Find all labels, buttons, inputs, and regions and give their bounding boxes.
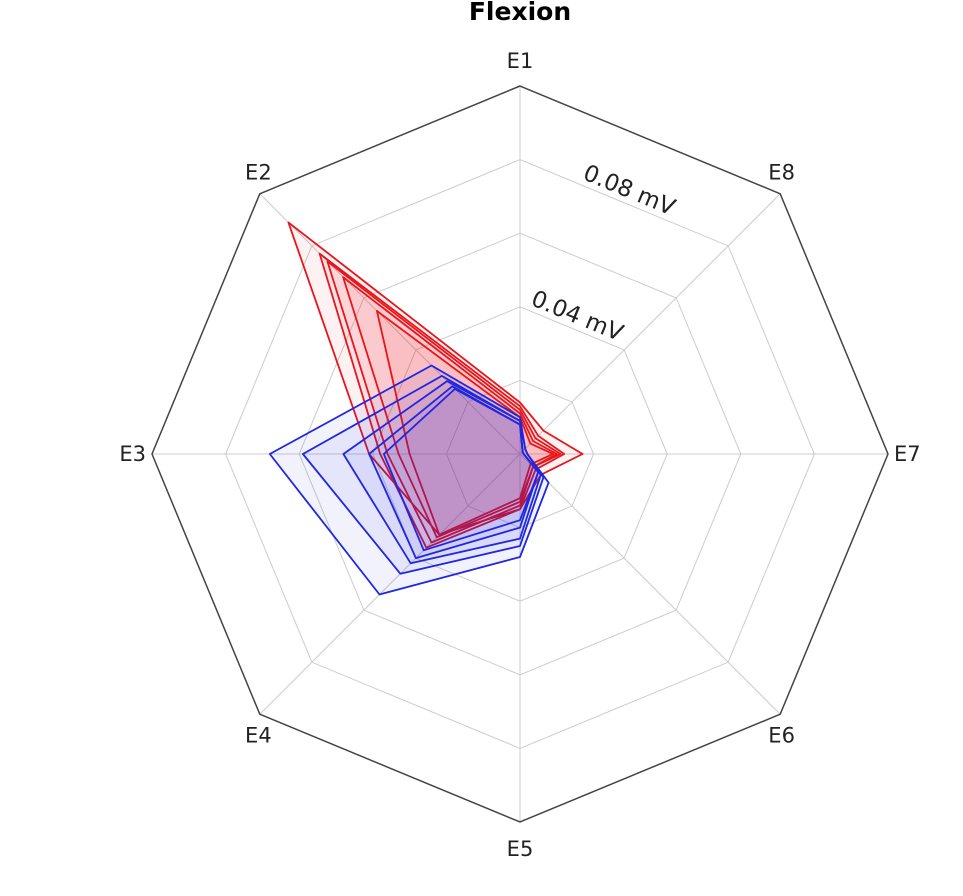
grid-ring — [225, 159, 815, 749]
axis-label-e2: E2 — [245, 161, 272, 185]
series-polygon-red — [326, 260, 562, 544]
series-polygon-blue — [382, 387, 540, 552]
axis-label-e8: E8 — [768, 161, 795, 185]
series-polygon-red — [342, 276, 558, 539]
grid-ring — [298, 232, 742, 676]
series-polygon-red — [375, 309, 554, 536]
chart-title: Flexion — [469, 0, 571, 26]
grid-ring — [372, 306, 668, 602]
axis-label-e5: E5 — [507, 837, 534, 861]
axis-label-e3: E3 — [119, 442, 146, 466]
spoke-e4 — [259, 453, 521, 715]
outer-frame — [151, 85, 889, 823]
spoke-e2 — [259, 193, 521, 455]
axis-label-e1: E1 — [507, 49, 534, 73]
series-polygon-blue — [301, 374, 545, 575]
axis-label-e6: E6 — [768, 723, 795, 747]
axis-label-e7: E7 — [894, 442, 921, 466]
spoke-e6 — [519, 453, 781, 715]
spoke-e8 — [519, 193, 781, 455]
axis-label-e4: E4 — [245, 723, 272, 747]
